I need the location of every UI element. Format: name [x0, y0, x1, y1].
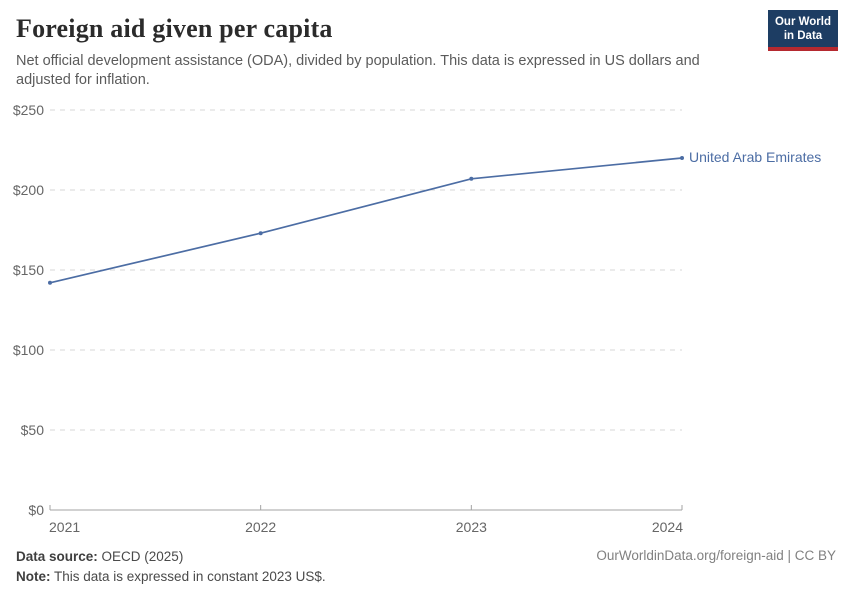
y-tick-label: $50: [21, 422, 45, 438]
owid-logo: Our World in Data: [768, 10, 838, 51]
logo-line2: in Data: [783, 30, 823, 42]
logo-line1: Our World: [774, 16, 831, 28]
y-tick-label: $200: [13, 182, 44, 198]
data-point[interactable]: [48, 280, 52, 285]
data-point[interactable]: [469, 176, 474, 181]
data-source-label: Data source:: [16, 549, 98, 564]
x-tick-label: 2022: [245, 519, 276, 535]
page-title: Foreign aid given per capita: [16, 14, 333, 43]
y-tick-label: $100: [13, 342, 44, 358]
y-tick-label: $0: [28, 502, 44, 518]
note-label: Note:: [16, 569, 51, 584]
footer-source-note: Data source: OECD (2025) Note: This data…: [16, 547, 326, 587]
x-tick-label: 2021: [49, 519, 80, 535]
data-point[interactable]: [680, 156, 684, 160]
x-tick-label: 2023: [456, 519, 487, 535]
data-source-line: Data source: OECD (2025): [16, 547, 326, 567]
x-tick-label: 2024: [652, 519, 683, 535]
data-point[interactable]: [258, 231, 263, 236]
y-tick-label: $150: [13, 262, 44, 278]
note-value: This data is expressed in constant 2023 …: [50, 569, 326, 584]
series-line[interactable]: [49, 157, 683, 284]
footer-license[interactable]: OurWorldinData.org/foreign-aid | CC BY: [596, 548, 836, 563]
y-tick-label: $250: [13, 102, 44, 118]
chart-subtitle: Net official development assistance (ODA…: [16, 53, 700, 88]
series-label[interactable]: United Arab Emirates: [689, 149, 821, 165]
data-source-value: OECD (2025): [97, 549, 184, 564]
note-line: Note: This data is expressed in constant…: [16, 567, 326, 587]
logo-accent-bar: [768, 47, 838, 51]
